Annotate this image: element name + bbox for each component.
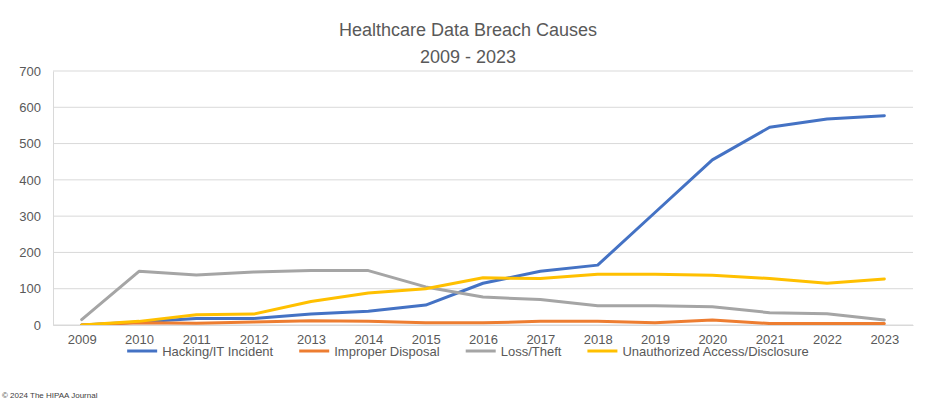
legend-label: Improper Disposal <box>334 344 440 359</box>
chart: Healthcare Data Breach Causes 2009 - 2023… <box>0 0 936 402</box>
series-line <box>82 320 885 325</box>
x-tick: 2013 <box>297 325 326 347</box>
legend-swatch <box>299 350 329 353</box>
y-tick-label: 300 <box>19 209 41 224</box>
y-tick: 300 <box>19 209 53 224</box>
x-tick-label: 2016 <box>469 332 498 347</box>
grid-line <box>53 71 913 72</box>
series-line <box>82 274 885 325</box>
x-tick: 2023 <box>870 325 899 347</box>
x-tick: 2018 <box>584 325 613 347</box>
y-axis: 0 100 200 300 400 500 600 700 <box>19 64 53 333</box>
y-tick-label: 700 <box>19 64 41 79</box>
grid <box>53 71 913 325</box>
x-tick-label: 2023 <box>870 332 899 347</box>
background <box>0 0 936 402</box>
y-tick-label: 600 <box>19 100 41 115</box>
x-tick: 2022 <box>813 325 842 347</box>
y-tick: 500 <box>19 136 53 151</box>
plot-area: 0100200300400500600700200920102011201220… <box>19 64 913 348</box>
title: Healthcare Data Breach Causes <box>339 20 597 40</box>
legend-label: Unauthorized Access/Disclosure <box>622 344 808 359</box>
y-axis-line <box>53 72 54 326</box>
legend: Hacking/IT Incident Improper Disposal Loss… <box>127 344 809 359</box>
x-tick-label: 2013 <box>297 332 326 347</box>
series-line <box>82 116 885 325</box>
x-axis-line <box>54 325 914 326</box>
annotation: © 2024 The HIPAA Journal <box>2 391 98 400</box>
y-tick: 700 <box>19 64 53 79</box>
legend-swatch <box>466 350 496 353</box>
y-tick: 100 <box>19 281 53 296</box>
x-tick: 2009 <box>68 325 97 347</box>
x-tick-label: 2018 <box>584 332 613 347</box>
grid-line <box>53 179 913 180</box>
y-tick: 200 <box>19 245 53 260</box>
grid-line <box>53 107 913 108</box>
y-tick-label: 0 <box>34 318 41 333</box>
y-tick: 400 <box>19 173 53 188</box>
x-tick-label: 2009 <box>68 332 97 347</box>
x-tick: 2010 <box>125 325 154 347</box>
x-tick-label: 2022 <box>813 332 842 347</box>
y-tick-label: 100 <box>19 281 41 296</box>
grid-line <box>53 143 913 144</box>
subtitle: 2009 - 2023 <box>420 47 516 67</box>
legend-swatch <box>587 350 617 353</box>
y-tick-label: 200 <box>19 245 41 260</box>
grid-line <box>53 216 913 217</box>
grid-line <box>53 252 913 253</box>
x-tick-label: 2010 <box>125 332 154 347</box>
x-tick: 2016 <box>469 325 498 347</box>
legend-item: Improper Disposal <box>299 344 440 359</box>
legend-item: Unauthorized Access/Disclosure <box>587 344 808 359</box>
y-tick: 600 <box>19 100 53 115</box>
y-tick-label: 400 <box>19 173 41 188</box>
legend-label: Hacking/IT Incident <box>162 344 273 359</box>
series-group <box>82 116 885 325</box>
y-tick: 0 <box>34 318 53 333</box>
legend-item: Hacking/IT Incident <box>127 344 273 359</box>
y-tick-label: 500 <box>19 136 41 151</box>
legend-item: Loss/Theft <box>466 344 562 359</box>
grid-line <box>53 288 913 289</box>
legend-swatch <box>127 350 157 353</box>
legend-label: Loss/Theft <box>501 344 562 359</box>
